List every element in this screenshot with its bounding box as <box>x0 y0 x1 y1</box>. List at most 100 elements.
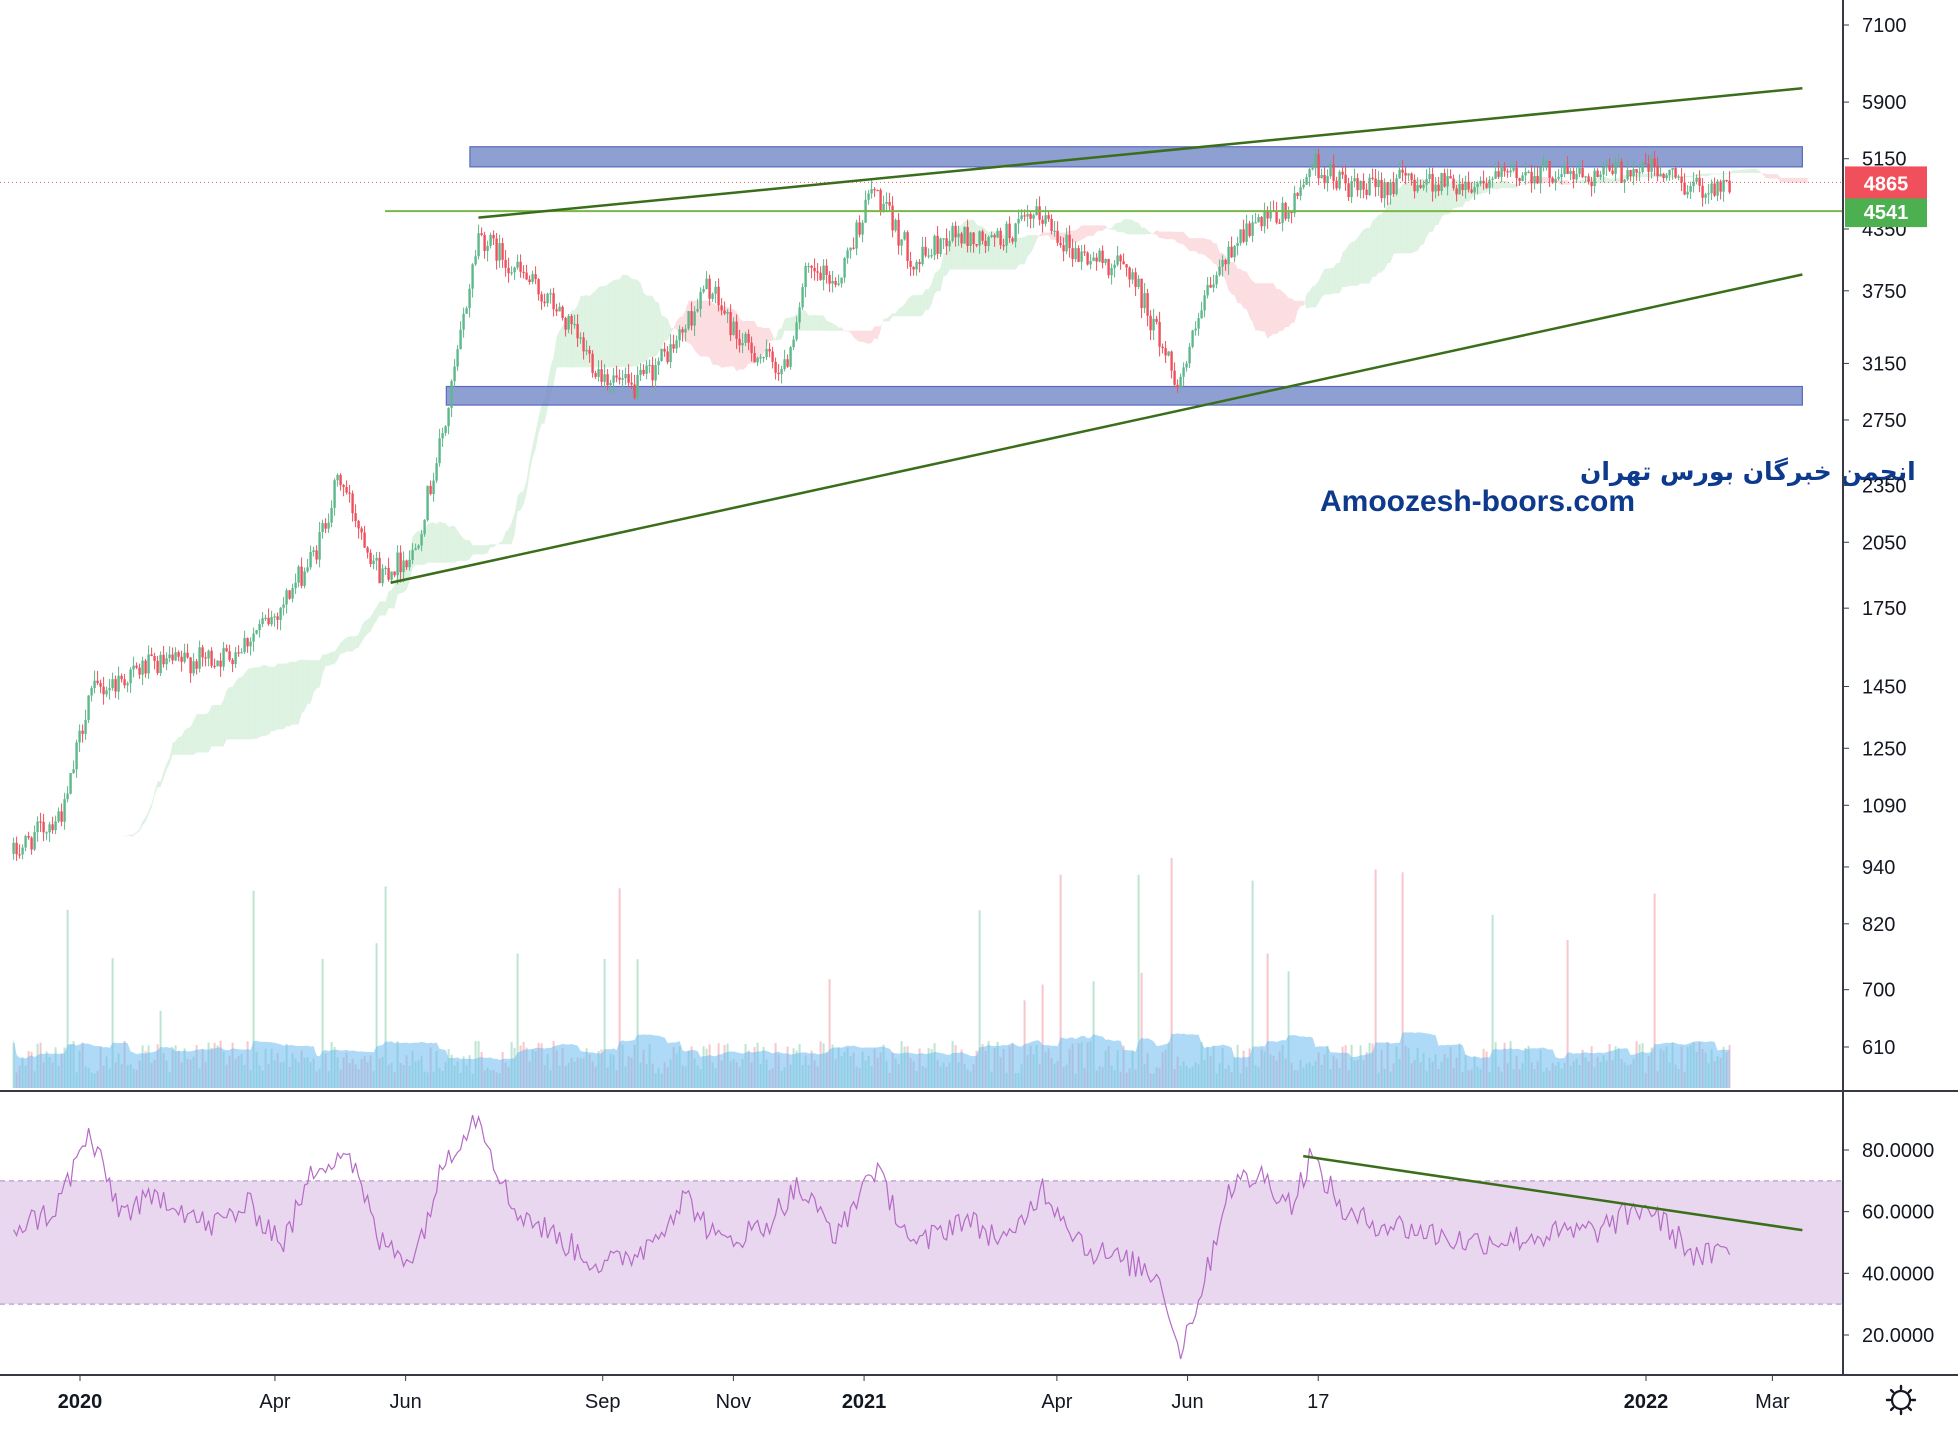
candle-body <box>978 231 981 246</box>
candle-body <box>732 321 735 336</box>
cloud-segment <box>1348 242 1352 287</box>
cloud-segment <box>1450 180 1454 213</box>
candle-body <box>438 438 441 464</box>
cloud-segment <box>562 320 566 368</box>
cloud-segment <box>928 283 932 310</box>
candle-body <box>1152 318 1155 331</box>
candle-body <box>933 235 936 256</box>
candle-body <box>1143 293 1146 309</box>
candle-body <box>1425 179 1428 185</box>
cloud-segment <box>718 306 722 368</box>
cloud-segment <box>448 525 452 563</box>
cloud-segment <box>739 318 743 370</box>
cloud-segment <box>1543 177 1547 184</box>
candle-body <box>414 548 417 551</box>
cloud-segment <box>283 663 287 730</box>
candle-body <box>1239 229 1242 244</box>
cloud-segment <box>901 304 905 317</box>
price-tick-label: 1750 <box>1862 598 1907 620</box>
candle-body <box>1386 182 1389 196</box>
cloud-segment <box>508 522 512 545</box>
candle-body <box>1698 177 1701 186</box>
candle-body <box>84 719 87 734</box>
candle-body <box>231 659 234 665</box>
candle-body <box>1452 178 1455 189</box>
cloud-segment <box>772 334 776 341</box>
cloud-segment <box>313 660 317 693</box>
candle-body <box>132 665 135 670</box>
cloud-segment <box>838 327 842 331</box>
cloud-segment <box>631 278 635 367</box>
cloud-segment <box>1762 173 1766 178</box>
cloud-segment <box>532 432 536 459</box>
candle-body <box>723 310 726 314</box>
candle-body <box>759 357 762 359</box>
candle-body <box>1536 175 1539 184</box>
volume-bar <box>1287 971 1290 1088</box>
cloud-segment <box>133 831 137 837</box>
candle-body <box>1506 171 1509 173</box>
cloud-segment <box>478 545 482 555</box>
rsi-trendline <box>1303 1154 1803 1232</box>
candle-body <box>1089 260 1092 265</box>
candle-body <box>1470 189 1473 193</box>
time-tick-label: Jun <box>390 1391 422 1413</box>
candle-body <box>1164 348 1167 356</box>
candle-body <box>135 665 138 668</box>
cloud-segment <box>424 523 428 565</box>
cloud-segment <box>934 271 938 294</box>
candle-body <box>1155 318 1158 322</box>
price-axis[interactable]: 7100590051504350375031502750235020501750… <box>1843 15 1907 1059</box>
cloud-segment <box>268 666 272 735</box>
cloud-segment <box>1078 225 1082 242</box>
cloud-segment <box>1333 263 1337 294</box>
candle-body <box>567 315 570 330</box>
candle-body <box>1338 171 1341 189</box>
candle-body <box>1038 206 1041 220</box>
cloud-segment <box>1240 268 1244 309</box>
candle-body <box>672 344 675 349</box>
candle-body <box>708 278 711 299</box>
gear-icon[interactable] <box>1885 1384 1917 1416</box>
cloud-segment <box>724 306 728 368</box>
candle-body <box>837 283 840 285</box>
volume-bar <box>111 958 114 1088</box>
cloud-segment <box>1345 245 1349 288</box>
volume-bar <box>636 959 639 1088</box>
candle-body <box>705 278 708 290</box>
candle-body <box>273 616 276 618</box>
cloud-segment <box>1072 230 1076 243</box>
cloud-segment <box>1126 219 1130 235</box>
cloud-segment <box>280 663 284 730</box>
candle-body <box>360 528 363 533</box>
candle-body <box>150 654 153 657</box>
cloud-segment <box>1390 191 1394 263</box>
rsi-axis[interactable]: 80.0000 60.0000 40.0000 20.0000 <box>1843 1140 1934 1347</box>
candle-body <box>1629 170 1632 177</box>
time-axis[interactable]: 2020 Apr Jun Sep Nov 2021 Apr Jun 17 2022 Mar <box>58 1375 1790 1413</box>
candle-body <box>57 811 60 822</box>
candle-body <box>819 272 822 280</box>
candle-body <box>66 793 69 800</box>
candle-body <box>783 359 786 370</box>
candle-body <box>1404 172 1407 176</box>
candle-body <box>1134 272 1137 287</box>
cloud-segment <box>1600 177 1604 184</box>
candle-body <box>369 552 372 565</box>
candle-body <box>1128 267 1131 280</box>
rsi-indicator <box>0 1114 1843 1360</box>
cloud-segment <box>1387 201 1391 264</box>
cloud-segment <box>1435 183 1439 226</box>
candle-body <box>1323 174 1326 184</box>
candle-body <box>156 660 159 674</box>
cloud-segment <box>1615 178 1619 184</box>
candle-body <box>951 225 954 241</box>
candle-body <box>912 266 915 270</box>
price-tick-label: 7100 <box>1862 15 1907 37</box>
cloud-segment <box>1603 177 1607 184</box>
cloud-segment <box>1744 169 1748 174</box>
candle-body <box>1584 176 1587 178</box>
candle-body <box>48 824 51 833</box>
cloud-segment <box>886 316 890 322</box>
